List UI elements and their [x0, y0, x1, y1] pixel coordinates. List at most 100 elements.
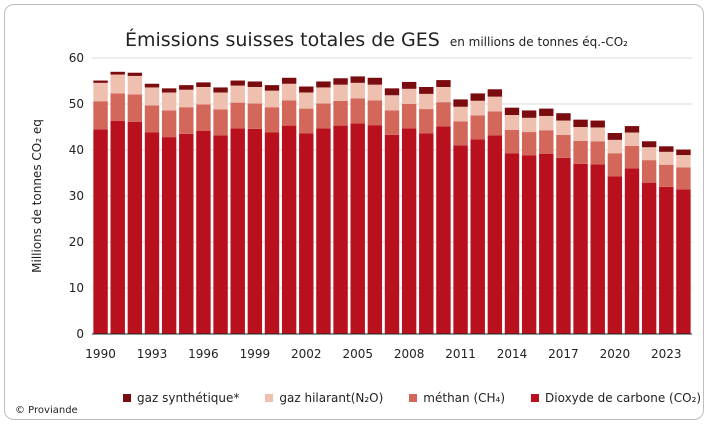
bar-co2-1993	[144, 132, 160, 334]
bar-co2-1997	[213, 135, 228, 334]
bar-n2o-2020	[607, 139, 623, 154]
bar-co2-2015	[521, 155, 537, 334]
bar-n2o-2024	[676, 155, 691, 168]
bar-ch4-2009	[419, 109, 434, 134]
bar-n2o-2004	[333, 84, 348, 101]
x-tick-label: 2017	[548, 347, 579, 361]
x-tick-label: 2005	[342, 347, 373, 361]
bar-co2-2020	[607, 176, 623, 334]
y-tick-label: 20	[69, 235, 84, 249]
y-tick-label: 0	[76, 327, 84, 341]
bar-synth-2022	[641, 141, 657, 148]
chart-subtitle: en millions de tonnes éq.-CO₂	[449, 35, 628, 49]
bar-co2-2018	[573, 163, 588, 334]
bar-n2o-2006	[367, 84, 383, 101]
bar-synth-1998	[230, 80, 245, 86]
bar-ch4-2003	[316, 103, 331, 129]
x-tick-label: 2002	[291, 347, 322, 361]
y-tick-label: 50	[69, 97, 84, 111]
bar-ch4-2000	[264, 107, 280, 133]
bar-synth-2021	[624, 126, 640, 133]
bar-ch4-2004	[333, 100, 348, 126]
bar-n2o-1992	[127, 75, 143, 95]
y-tick-label: 30	[69, 189, 84, 203]
bar-synth-1996	[196, 82, 211, 87]
bar-n2o-2003	[316, 87, 331, 104]
bar-synth-1992	[127, 72, 143, 76]
bar-co2-2016	[539, 153, 554, 334]
legend-item-n2o: gaz hilarant(N₂O)	[265, 391, 383, 405]
bar-ch4-2005	[350, 98, 365, 124]
bar-co2-1995	[179, 133, 194, 334]
bar-synth-2023	[659, 146, 674, 152]
bar-co2-2019	[590, 164, 605, 334]
x-tick-label: 1990	[85, 347, 116, 361]
y-tick-label: 60	[69, 51, 84, 65]
legend-swatch-synth	[123, 394, 131, 402]
bar-ch4-1991	[110, 93, 125, 122]
x-tick-label: 2020	[600, 347, 631, 361]
bar-n2o-2002	[299, 92, 314, 109]
bar-synth-2011	[453, 99, 468, 107]
legend-label-n2o: gaz hilarant(N₂O)	[279, 391, 384, 405]
bar-synth-2012	[470, 93, 485, 101]
bar-synth-2005	[350, 76, 365, 83]
bar-n2o-2001	[281, 83, 297, 101]
bar-n2o-2012	[470, 100, 485, 116]
bar-co2-2021	[624, 168, 640, 334]
y-tick-label: 10	[69, 281, 84, 295]
bar-co2-2002	[299, 133, 314, 334]
bar-ch4-2002	[299, 108, 314, 134]
bar-n2o-2009	[419, 93, 434, 110]
bar-ch4-2015	[521, 132, 537, 156]
bar-ch4-1994	[161, 110, 177, 138]
bar-n2o-2022	[641, 147, 657, 161]
bar-synth-2020	[607, 132, 623, 140]
bar-ch4-2008	[401, 104, 417, 129]
bar-ch4-2024	[676, 167, 691, 190]
bar-ch4-2023	[659, 164, 674, 187]
chart-title: Émissions suisses totales de GES en mill…	[125, 29, 628, 51]
bar-synth-1993	[144, 83, 160, 88]
bar-n2o-2017	[556, 120, 571, 135]
bar-ch4-2011	[453, 121, 468, 146]
bar-ch4-2001	[281, 100, 297, 126]
bar-co2-2010	[436, 126, 451, 334]
bar-co2-1999	[247, 128, 263, 334]
bar-co2-2024	[676, 189, 691, 334]
bar-co2-2014	[504, 153, 520, 334]
bar-n2o-2008	[401, 88, 417, 104]
legend-swatch-ch4	[409, 394, 418, 402]
bar-co2-1991	[110, 121, 125, 335]
bar-n2o-2016	[539, 115, 554, 131]
bar-n2o-2018	[573, 127, 588, 141]
bar-ch4-1997	[213, 109, 228, 136]
bar-co2-2005	[350, 123, 365, 334]
bar-n2o-2013	[487, 96, 503, 112]
bar-ch4-1998	[230, 102, 245, 129]
bar-n2o-2021	[624, 132, 640, 146]
bar-synth-1995	[179, 85, 194, 90]
bar-n2o-2011	[453, 106, 468, 122]
bar-synth-2016	[539, 108, 554, 116]
bar-ch4-1996	[196, 104, 211, 131]
bar-co2-2023	[659, 186, 674, 334]
bar-co2-2022	[641, 182, 657, 334]
bar-n2o-1990	[93, 82, 108, 102]
bar-synth-2010	[436, 80, 451, 87]
legend-item-co2: Dioxyde de carbone (CO₂)	[531, 391, 701, 405]
bar-co2-2000	[264, 132, 280, 334]
bar-co2-2001	[281, 125, 297, 335]
bar-synth-2009	[419, 86, 434, 94]
bar-co2-1996	[196, 130, 211, 334]
bar-co2-2011	[453, 145, 468, 334]
bar-co2-2006	[367, 125, 383, 334]
x-tick-label: 1993	[137, 347, 168, 361]
bar-synth-2015	[521, 110, 537, 118]
bar-n2o-2010	[436, 86, 451, 103]
bar-n2o-2007	[384, 95, 400, 111]
bar-co2-2007	[384, 134, 400, 334]
bar-ch4-1993	[144, 105, 160, 133]
bar-ch4-2020	[607, 153, 623, 177]
x-tick-label: 1996	[188, 347, 219, 361]
